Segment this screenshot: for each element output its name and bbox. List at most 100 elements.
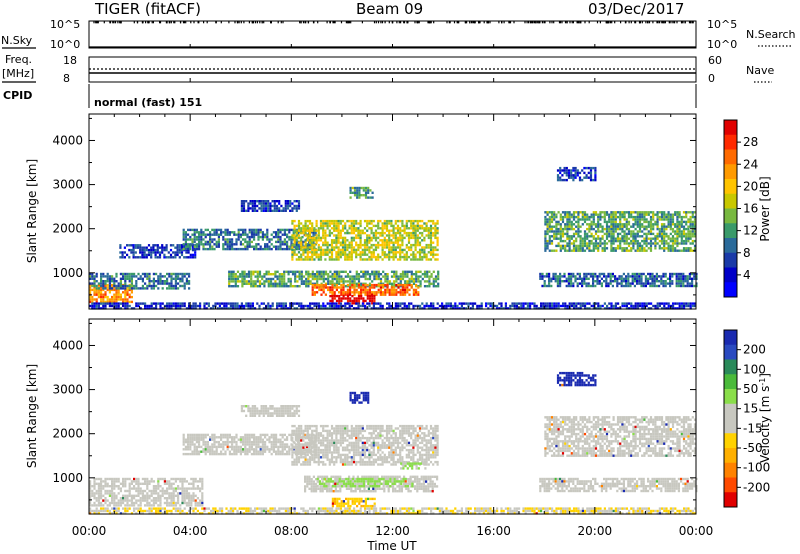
ytick-label: 4000 [52, 133, 83, 147]
heatmap-region [539, 272, 698, 288]
colorbar-swatch [724, 149, 737, 165]
colorbar-swatch [724, 448, 737, 464]
nsearch-label: N.Search [746, 28, 796, 41]
time-axis: 00:00 04:00 08:00 12:00 16:00 20:00 00:00 [72, 44, 714, 538]
colorbar-swatch [724, 238, 737, 254]
heatmap-region [349, 391, 370, 404]
ytick-label: 2000 [52, 222, 83, 236]
colorbar-swatch [724, 120, 737, 136]
heatmap-region [329, 294, 376, 305]
power-panel: 4000 3000 2000 1000 Slant Range [km] [25, 113, 698, 310]
velocity-ylabel: Slant Range [km] [25, 364, 39, 468]
power-colorbar-scale: 28 24 20 16 12 8 4 [724, 120, 758, 298]
radar-title: TIGER (fitACF) [94, 0, 201, 18]
freq-label: Freq. [5, 53, 32, 66]
nsky-tick-top: 10^5 [50, 18, 80, 31]
velocity-colorbar-label: Velocity [m s-1] [758, 373, 772, 463]
colorbar-tick-label: -200 [743, 480, 770, 494]
power-colorbar: 28 24 20 16 12 8 4 Power [dB] [723, 119, 772, 298]
colorbar-tick-label: -50 [743, 441, 763, 455]
colorbar-tick-label: 200 [743, 343, 766, 357]
heatmap-region [544, 211, 697, 252]
heatmap-region [89, 272, 191, 290]
cpid-value: normal (fast) 151 [94, 96, 202, 109]
heatmap-region [119, 244, 197, 259]
colorbar-tick-label: 28 [743, 135, 758, 149]
colorbar-swatch [724, 267, 737, 283]
colorbar-swatch [724, 477, 737, 493]
xtick-label: 16:00 [476, 524, 511, 538]
nave-tick-top: 60 [708, 54, 722, 67]
cpid-panel: CPID normal (fast) 151 [3, 84, 697, 109]
nsky-marks [93, 21, 694, 24]
nsky-label: N.Sky [1, 34, 33, 47]
nsearch-tick-top: 10^5 [707, 18, 737, 31]
heatmap-region [400, 462, 427, 470]
velocity-label-main: Velocity [m s [758, 386, 772, 463]
ytick-label: 2000 [52, 427, 83, 441]
time-axis-label: Time UT [366, 539, 417, 553]
heatmap-region [311, 283, 420, 296]
power-cells [89, 166, 698, 310]
colorbar-swatch [724, 330, 737, 346]
velocity-label-exp: -1 [758, 378, 767, 386]
xtick-label: 12:00 [375, 524, 410, 538]
colorbar-tick-label: 50 [743, 382, 758, 396]
nsky-tick-bottom: 10^0 [50, 38, 80, 51]
heatmap-region [240, 405, 301, 417]
xtick-label: 04:00 [173, 524, 208, 538]
nsearch-tick-bottom: 10^0 [707, 38, 737, 51]
nave-tick-bottom: 0 [708, 72, 715, 85]
colorbar-swatch [724, 223, 737, 239]
colorbar-tick-label: 15 [743, 402, 758, 416]
heatmap-region [291, 219, 439, 261]
velocity-colorbar: 200 100 50 15 -15 -50 -100 -200 Velocity [m s-1… [723, 329, 772, 508]
freq-panel: Freq. [MHz] 18 8 60 0 Nave [2, 53, 774, 85]
velocity-colorbar-scale: 200 100 50 15 -15 -50 -100 -200 [724, 330, 770, 508]
colorbar-swatch [724, 418, 737, 434]
colorbar-tick-label: -15 [743, 421, 763, 435]
colorbar-swatch [724, 179, 737, 195]
freq-unit: [MHz] [2, 67, 34, 80]
colorbar-tick-label: 24 [743, 157, 758, 171]
xtick-label: 00:00 [72, 524, 107, 538]
ytick-label: 1000 [52, 471, 83, 485]
beam-title: Beam 09 [356, 0, 423, 18]
colorbar-tick-label: 12 [743, 224, 758, 238]
heatmap-region [182, 433, 317, 456]
ytick-label: 1000 [52, 266, 83, 280]
heatmap-region [539, 477, 698, 493]
velocity-yaxis: 4000 3000 2000 1000 [52, 322, 696, 501]
nave-label: Nave [746, 64, 774, 77]
freq-tick-top: 18 [63, 54, 77, 67]
velocity-cells [89, 371, 698, 515]
colorbar-swatch [724, 164, 737, 180]
ytick-label: 4000 [52, 338, 83, 352]
heatmap-region [544, 416, 697, 457]
colorbar-swatch [724, 252, 737, 268]
power-colorbar-label: Power [dB] [758, 176, 772, 241]
colorbar-tick-label: 100 [743, 362, 766, 376]
freq-tick-bottom: 8 [63, 72, 70, 85]
heatmap-region [331, 497, 376, 508]
colorbar-tick-label: 20 [743, 179, 758, 193]
colorbar-swatch [724, 193, 737, 209]
colorbar-swatch [724, 403, 737, 419]
colorbar-swatch [724, 208, 737, 224]
xtick-label: 00:00 [679, 524, 714, 538]
colorbar-tick-label: 8 [743, 246, 751, 260]
power-ylabel: Slant Range [km] [25, 159, 39, 263]
colorbar-swatch [724, 462, 737, 478]
nsky-panel: N.Sky 10^5 10^0 10^5 10^0 N.Search [1, 18, 796, 51]
heatmap-region [89, 302, 697, 310]
colorbar-swatch [724, 134, 737, 150]
colorbar-swatch [724, 359, 737, 375]
xtick-label: 20:00 [578, 524, 613, 538]
power-yaxis: 4000 3000 2000 1000 [52, 117, 696, 296]
ytick-label: 3000 [52, 178, 83, 192]
heatmap-region [316, 477, 414, 488]
colorbar-swatch [724, 433, 737, 449]
colorbar-tick-label: -100 [743, 461, 770, 475]
heatmap-region [556, 371, 597, 387]
